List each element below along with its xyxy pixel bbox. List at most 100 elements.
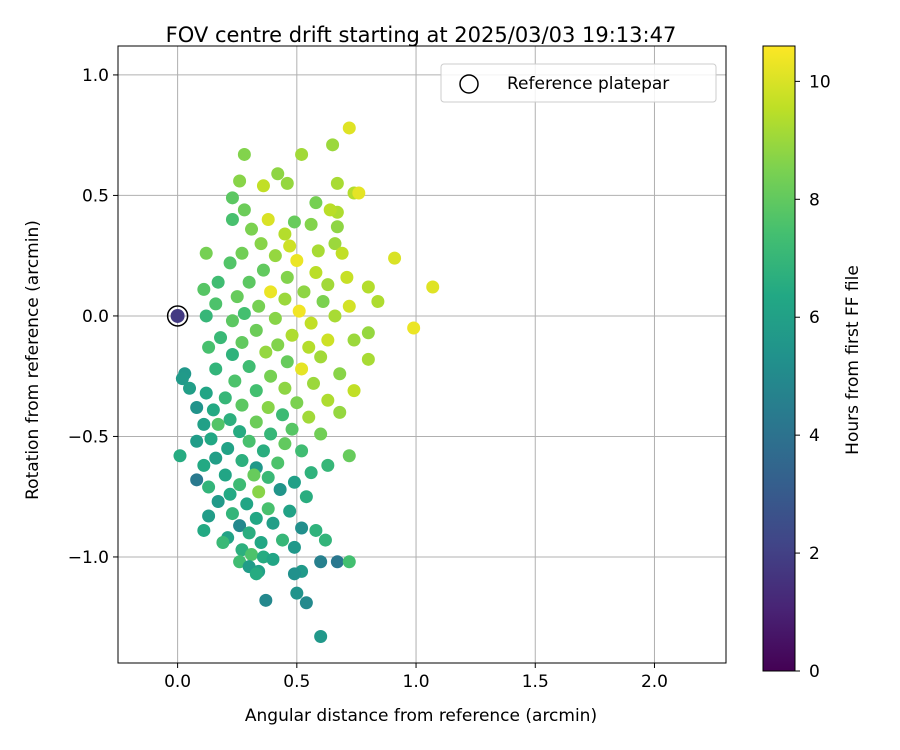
data-point — [216, 535, 230, 549]
data-point — [321, 458, 335, 472]
data-point — [235, 335, 249, 349]
data-point — [290, 586, 304, 600]
data-point — [278, 381, 292, 395]
data-point — [211, 275, 225, 289]
data-point — [256, 444, 270, 458]
data-point — [347, 384, 361, 398]
data-point — [340, 270, 354, 284]
data-point — [314, 350, 328, 364]
data-point — [249, 567, 263, 581]
data-point — [245, 222, 259, 236]
data-point — [261, 502, 275, 516]
data-point — [256, 179, 270, 193]
grid — [118, 46, 726, 663]
data-point — [273, 482, 287, 496]
chart-title: FOV centre drift starting at 2025/03/03 … — [166, 23, 677, 47]
data-point — [271, 338, 285, 352]
data-point — [235, 398, 249, 412]
data-point — [190, 434, 204, 448]
data-point — [318, 533, 332, 547]
data-point — [285, 328, 299, 342]
y-axis-label: Rotation from reference (arcmin) — [23, 220, 43, 500]
data-point — [290, 254, 304, 268]
data-point — [371, 294, 385, 308]
data-point — [225, 213, 239, 227]
data-point — [311, 244, 325, 258]
data-point — [264, 369, 278, 383]
data-point — [261, 213, 275, 227]
data-point — [264, 285, 278, 299]
colorbar-gradient — [762, 45, 796, 672]
colorbar-tick-label: 0 — [809, 662, 820, 682]
data-point — [237, 307, 251, 321]
data-point — [330, 220, 344, 234]
data-point — [292, 304, 306, 318]
data-point — [202, 509, 216, 523]
data-point — [264, 427, 278, 441]
data-point — [266, 516, 280, 530]
data-point — [314, 555, 328, 569]
data-point — [280, 355, 294, 369]
data-point — [342, 555, 356, 569]
data-point — [407, 321, 421, 335]
colorbar-tick-label: 4 — [809, 426, 820, 446]
data-point — [254, 237, 268, 251]
data-point — [342, 449, 356, 463]
data-point — [233, 519, 247, 533]
data-point — [295, 521, 309, 535]
data-point — [223, 413, 237, 427]
data-point — [242, 526, 256, 540]
y-axis: −1.0 −0.5 0.0 0.5 1.0 — [68, 66, 118, 568]
x-axis-label: Angular distance from reference (arcmin) — [245, 706, 597, 726]
data-point — [314, 427, 328, 441]
data-point — [209, 297, 223, 311]
data-point — [309, 266, 323, 280]
data-point — [302, 340, 316, 354]
data-point — [283, 504, 297, 518]
data-point — [342, 299, 356, 313]
data-point — [268, 311, 282, 325]
data-point — [278, 227, 292, 241]
colorbar-label: Hours from first FF file — [843, 265, 863, 455]
data-point — [211, 495, 225, 509]
y-tick-label: 0.5 — [82, 186, 109, 206]
data-point — [225, 191, 239, 205]
data-point — [199, 246, 213, 260]
data-point — [223, 487, 237, 501]
data-point — [276, 408, 290, 422]
data-point — [278, 292, 292, 306]
data-point — [326, 138, 340, 152]
data-point — [330, 555, 344, 569]
data-point — [204, 432, 218, 446]
legend-label: Reference platepar — [507, 74, 669, 94]
data-point — [256, 263, 270, 277]
data-point — [173, 449, 187, 463]
data-point — [261, 470, 275, 484]
data-point — [242, 275, 256, 289]
data-point — [361, 352, 375, 366]
data-point — [237, 147, 251, 161]
data-point — [352, 186, 366, 200]
data-point — [302, 410, 316, 424]
colorbar-tick-label: 6 — [809, 308, 820, 328]
data-point — [233, 425, 247, 439]
data-point — [287, 215, 301, 229]
data-point — [202, 480, 216, 494]
data-point — [307, 376, 321, 390]
data-point — [225, 348, 239, 361]
data-point — [209, 451, 223, 465]
data-point — [225, 314, 239, 328]
data-point — [242, 360, 256, 374]
data-point — [206, 403, 220, 417]
data-point — [297, 285, 311, 299]
data-point — [309, 523, 323, 537]
data-point — [287, 567, 301, 581]
x-tick-label: 2.0 — [641, 672, 668, 692]
reference-point — [170, 308, 185, 323]
data-point — [268, 249, 282, 263]
y-tick-label: −1.0 — [68, 548, 109, 568]
data-point — [235, 246, 249, 260]
data-point — [218, 391, 232, 405]
data-point — [335, 246, 349, 260]
